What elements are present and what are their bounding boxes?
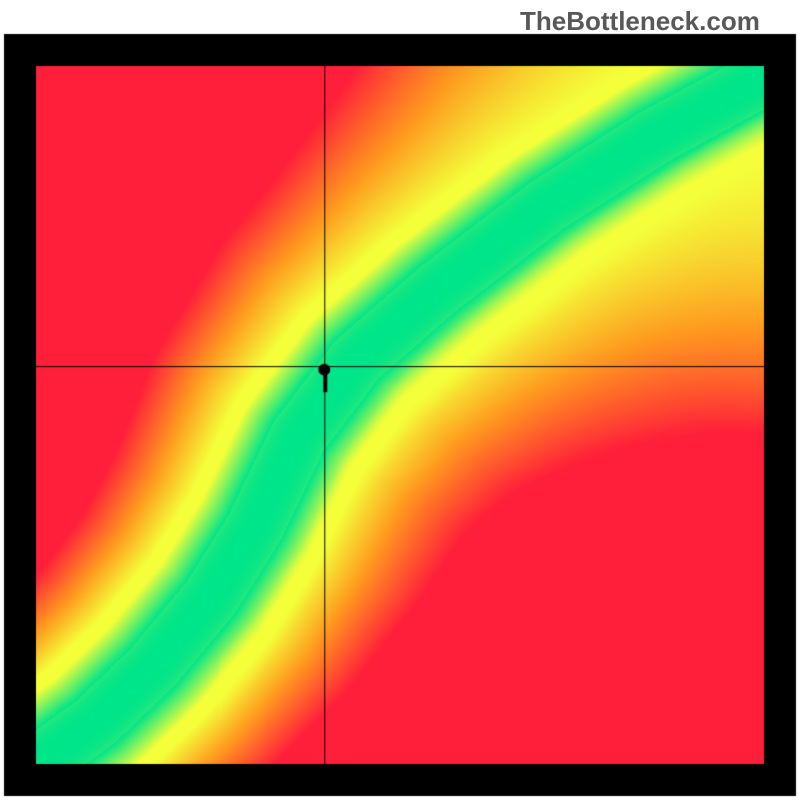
root: TheBottleneck.com: [0, 0, 800, 800]
heatmap-canvas: [0, 0, 800, 800]
